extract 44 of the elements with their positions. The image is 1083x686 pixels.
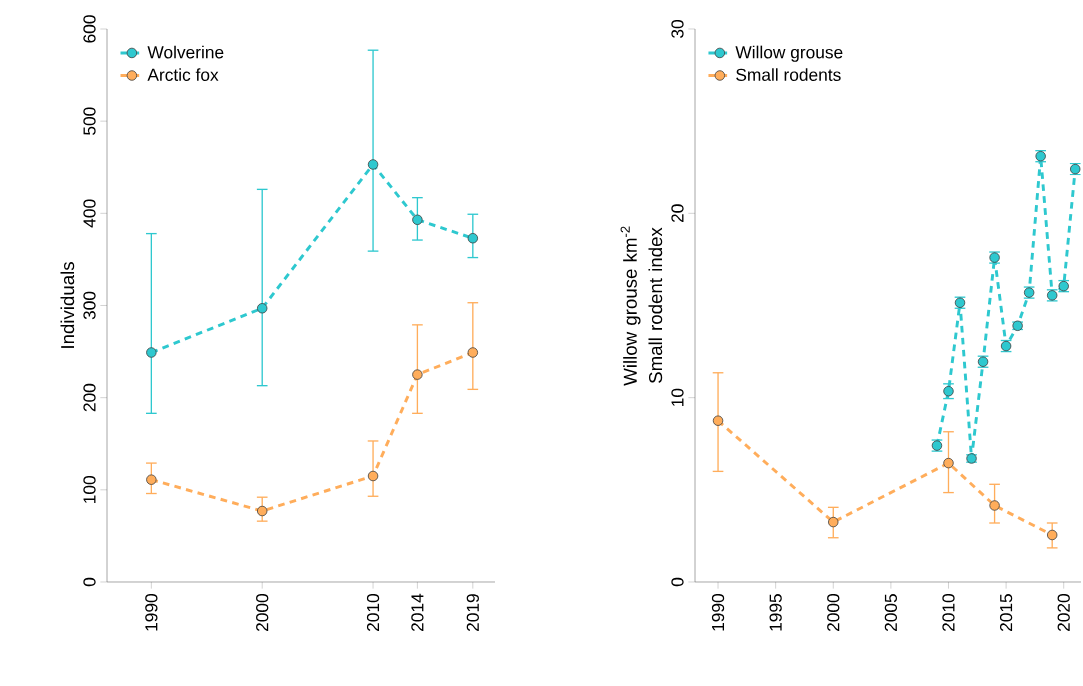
y-tick-label: 30 (671, 20, 684, 38)
point (412, 214, 423, 225)
legend-label: Willow grouse (735, 45, 843, 62)
point (467, 347, 479, 358)
point (989, 500, 1000, 511)
point (1046, 529, 1058, 541)
y-tick-label: 500 (83, 107, 96, 135)
point (367, 470, 379, 482)
x-tick-label: 2014 (411, 593, 424, 632)
x-tick-label: 2015 (999, 594, 1013, 632)
x-tick-label: 1990 (711, 594, 725, 631)
x-tick-label: 2000 (827, 594, 840, 632)
y-tick-label: 20 (671, 204, 684, 223)
legend-label: Small rodents (736, 68, 841, 81)
point (257, 303, 268, 314)
y-tick-label: 100 (83, 476, 96, 503)
y-tick-label: 0 (83, 577, 96, 587)
y-tick-label: 200 (83, 383, 96, 412)
x-tick-label: 2000 (256, 594, 269, 632)
point (146, 347, 157, 358)
y-axis-title: Individuals (60, 262, 75, 348)
x-tick-label: 2019 (466, 594, 479, 632)
point (146, 474, 157, 485)
y-tick-label: 10 (671, 388, 684, 406)
point (828, 516, 839, 528)
y-tick-label: 600 (83, 15, 96, 43)
x-tick-label: 1990 (145, 594, 158, 631)
point (257, 505, 268, 517)
text: Willow grouse km$^{-2}$ Small rodent index (620, 226, 663, 386)
point (367, 159, 379, 170)
point (712, 415, 724, 426)
point (467, 233, 479, 244)
x-tick-label: 2020 (1057, 594, 1070, 632)
x-tick-label: 2010 (942, 594, 955, 632)
x-tick-label: 2005 (884, 594, 898, 632)
y-tick-label: 400 (83, 199, 96, 228)
y-tick-label: 0 (671, 577, 684, 587)
x-tick-label: 1995 (769, 594, 782, 631)
point (412, 369, 423, 380)
x-tick-label: 2010 (366, 594, 380, 632)
legend-label: Arctic fox (147, 68, 219, 81)
legend-label: Wolverine (147, 45, 224, 59)
y-tick-label: 300 (83, 291, 96, 320)
point (943, 457, 954, 469)
